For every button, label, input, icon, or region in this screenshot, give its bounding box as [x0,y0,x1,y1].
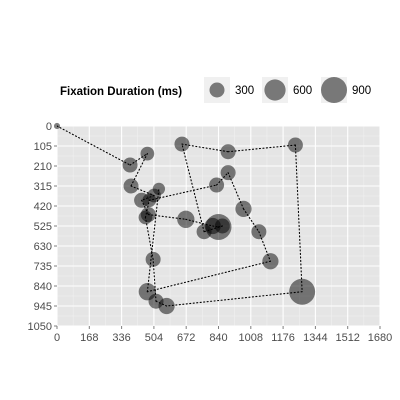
y-tick-label: 420 [34,201,52,213]
legend-symbol-600 [264,79,286,101]
legend-label-600: 600 [293,85,312,97]
x-tick-label: 672 [177,332,195,344]
x-tick-label: 0 [54,332,60,344]
y-tick-label: 945 [34,301,52,313]
fixation-point-13 [174,136,190,152]
fixation-point-22 [209,177,225,193]
x-axis: 0 168 336 504 672 840 1008 1176 1344 1512 1680 [54,326,392,344]
legend: Fixation Duration (ms) 300 600 900 [60,77,371,103]
fixation-point-11 [214,218,230,234]
scanpath-segment [130,153,148,187]
x-tick-label: 1344 [303,332,327,344]
fixation-point-2 [122,157,138,173]
legend-symbol-300 [209,82,225,98]
fixation-points [53,122,316,315]
fixation-point-3 [140,146,155,161]
x-tick-label: 1512 [335,332,359,344]
scanpath-segment [56,125,131,166]
fixation-point-14 [220,144,236,160]
legend-symbol-900 [321,77,347,103]
x-tick-label: 1176 [271,332,295,344]
fixation-point-28 [152,182,166,195]
y-tick-label: 315 [34,181,52,193]
scanpath-segment [294,144,303,293]
fixation-point-24 [235,200,252,217]
fixation-point-19 [145,251,161,267]
fixation-point-23 [220,165,236,181]
x-tick-label: 168 [80,332,98,344]
x-tick-label: 504 [145,332,163,344]
y-tick-label: 1050 [28,321,52,333]
y-tick-label: 105 [34,141,52,153]
fixation-point-27 [138,283,157,301]
fixation-point-4 [123,178,139,194]
y-tick-label: 630 [34,241,52,253]
scanpath-segment [141,199,149,216]
legend-label-900: 900 [352,85,371,97]
y-tick-label: 210 [34,161,52,173]
legend-title: Fixation Duration (ms) [60,86,182,98]
fixation-point-20 [138,210,153,225]
x-tick-label: 840 [209,332,227,344]
fixation-point-16 [289,278,316,305]
y-tick-label: 840 [34,281,52,293]
x-tick-label: 1008 [239,332,263,344]
scanpath-segment [146,188,160,293]
y-tick-label: 525 [34,221,52,233]
fixation-point-12 [196,224,212,240]
scanpath-segment [181,143,205,233]
y-tick-label: 735 [34,261,52,273]
y-axis: 0 105 210 315 420 525 630 735 840 945 1050 [28,121,57,333]
grid-major [56,125,381,327]
scanpath-segment [181,143,229,153]
x-tick-label: 1680 [368,332,392,344]
fixation-point-21 [142,193,157,208]
fixation-point-8 [177,210,195,228]
y-tick-label: 0 [46,121,52,133]
scanpath-segment [146,260,271,293]
fixation-point-26 [262,253,279,270]
fixation-point-25 [251,224,267,240]
legend-label-300: 300 [235,85,254,97]
scanpath-segment [227,144,296,153]
x-tick-label: 336 [112,332,130,344]
fixation-point-15 [287,137,303,153]
